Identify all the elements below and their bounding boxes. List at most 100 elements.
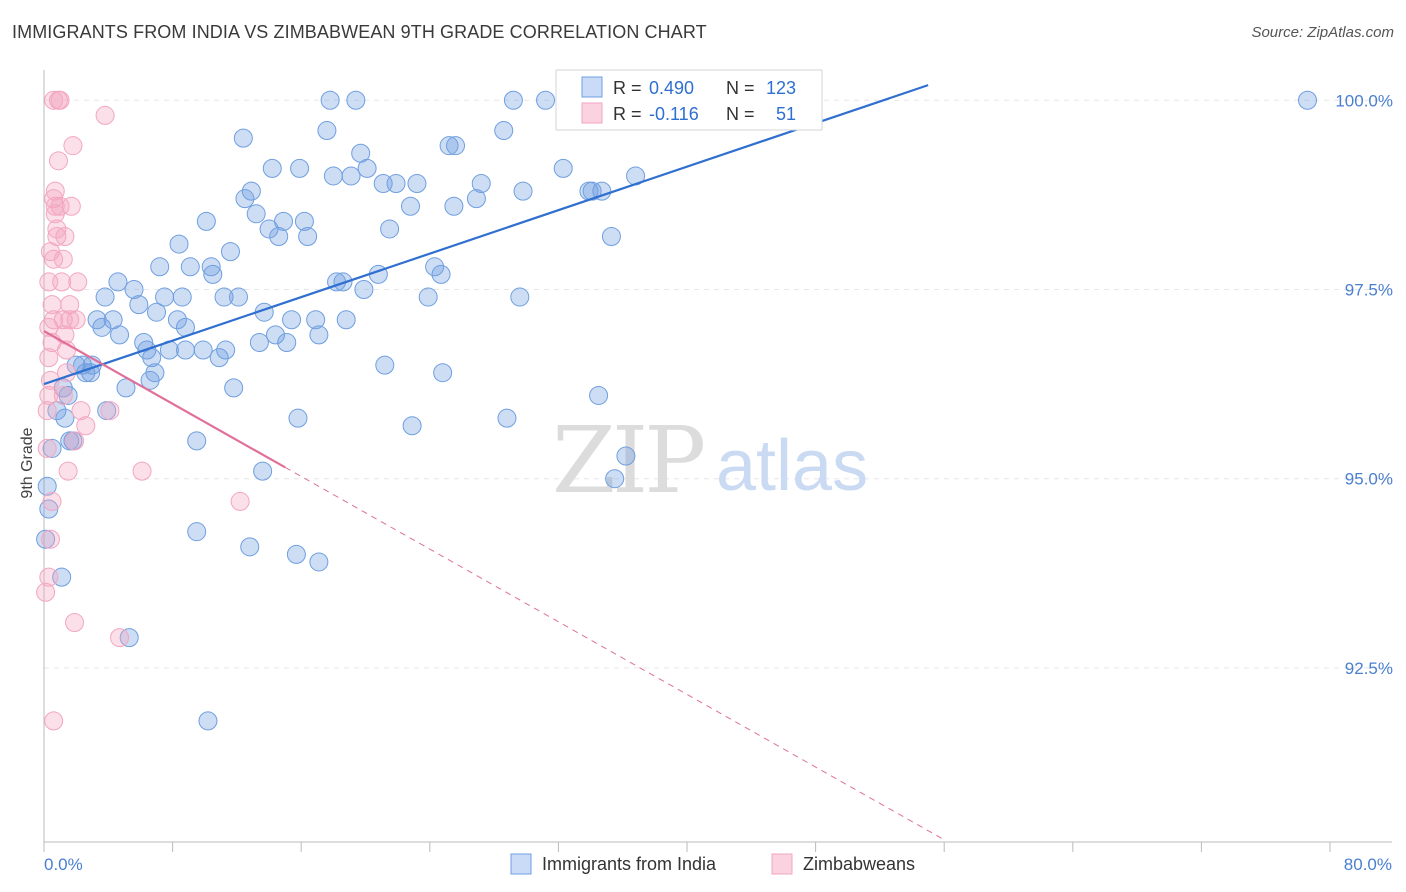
india-point-53 — [262, 158, 282, 178]
zimbabwe-point-26 — [50, 90, 70, 110]
zimbabwe-points — [36, 90, 250, 731]
india-point-66 — [320, 90, 340, 110]
india-point-27 — [150, 257, 170, 277]
zimbabwe-point-34 — [61, 196, 81, 216]
india-point-71 — [341, 166, 361, 186]
stats-legend: R = 0.490 N = 123 R = -0.116 N = 51 — [555, 69, 823, 131]
india-point-92 — [471, 174, 491, 194]
series-legend-swatch-zimbabwe — [771, 853, 793, 875]
legend-n-value-india: 123 — [766, 78, 796, 98]
chart-title: IMMIGRANTS FROM INDIA VS ZIMBABWEAN 9TH … — [12, 22, 707, 42]
india-point-74 — [354, 279, 374, 299]
india-point-44 — [224, 378, 244, 398]
india-point-103 — [592, 181, 612, 201]
watermark-atlas: atlas — [716, 426, 868, 506]
zimbabwe-point-37 — [58, 461, 78, 481]
x-tick-label-left: 0.0% — [44, 855, 83, 874]
zimbabwe-point-2 — [40, 529, 60, 549]
x-tick-label-right: 80.0% — [1344, 855, 1392, 874]
india-point-119 — [140, 370, 160, 390]
zimbabwe-point-24 — [44, 90, 64, 110]
zimbabwe-point-20 — [50, 196, 70, 216]
series-legend-label-zimbabwe: Zimbabweans — [803, 854, 915, 874]
zimbabwe-point-17 — [47, 219, 67, 239]
india-point-105 — [605, 469, 625, 489]
india-point-33 — [175, 340, 195, 360]
zimbabwe-point-21 — [44, 189, 64, 209]
india-point-46 — [233, 128, 253, 148]
india-point-5 — [55, 408, 75, 428]
india-point-31 — [169, 234, 189, 254]
india-point-111 — [240, 537, 260, 557]
india-point-70 — [336, 310, 356, 330]
zimbabwe-point-36 — [55, 227, 75, 247]
zimbabwe-point-5 — [37, 401, 57, 421]
zimbabwe-point-39 — [53, 385, 73, 405]
zimbabwe-point-12 — [42, 295, 62, 315]
legend-n-label-zimbabwe: N = — [726, 104, 755, 124]
legend-n-value-zimbabwe: 51 — [776, 104, 796, 124]
india-point-43 — [220, 242, 240, 262]
india-point-82 — [402, 416, 422, 436]
y-tick-label-1: 97.5% — [1345, 280, 1393, 299]
india-point-61 — [294, 211, 314, 231]
watermark: ZIP atlas — [552, 407, 868, 514]
india-point-41 — [214, 287, 234, 307]
india-point-26 — [147, 302, 167, 322]
india-point-84 — [418, 287, 438, 307]
legend-r-label-zimbabwe: R = — [613, 104, 642, 124]
zimbabwe-point-0 — [36, 582, 56, 602]
india-point-98 — [536, 90, 556, 110]
india-point-102 — [589, 385, 609, 405]
india-point-45 — [229, 287, 249, 307]
series-legend-label-india: Immigrants from India — [542, 854, 717, 874]
india-point-104 — [601, 227, 621, 247]
series-legend: Immigrants from India Zimbabweans — [510, 853, 915, 875]
india-point-91 — [466, 189, 486, 209]
india-point-21 — [129, 295, 149, 315]
india-point-1 — [37, 476, 57, 496]
series-legend-swatch-india — [510, 853, 532, 875]
india-point-20 — [124, 279, 144, 299]
zimbabwe-point-35 — [63, 136, 83, 156]
india-trend-line — [43, 84, 929, 386]
y-tick-labels: 100.0% 97.5% 95.0% 92.5% — [1335, 91, 1393, 678]
india-point-19 — [116, 378, 136, 398]
zimbabwe-point-45 — [100, 401, 120, 421]
zimbabwe-point-41 — [66, 310, 86, 330]
india-point-86 — [431, 264, 451, 284]
india-point-94 — [497, 408, 517, 428]
zimbabwe-point-28 — [52, 272, 72, 292]
zimbabwe-point-44 — [76, 416, 96, 436]
zimbabwe-point-27 — [53, 249, 73, 269]
chart-source: Source: ZipAtlas.com — [1251, 24, 1394, 41]
zimbabwe-point-51 — [110, 628, 130, 648]
india-point-67 — [323, 166, 343, 186]
y-tick-label-3: 92.5% — [1345, 659, 1393, 678]
zimbabwe-point-3 — [42, 491, 62, 511]
india-point-15 — [95, 287, 115, 307]
india-point-83 — [407, 174, 427, 194]
legend-r-label-india: R = — [613, 78, 642, 98]
zimbabwe-point-47 — [65, 613, 85, 633]
india-point-57 — [277, 332, 297, 352]
india-point-64 — [309, 325, 329, 345]
india-point-116 — [253, 461, 273, 481]
india-point-63 — [306, 310, 326, 330]
india-point-59 — [288, 408, 308, 428]
zimbabwe-point-46 — [132, 461, 152, 481]
india-point-38 — [201, 257, 221, 277]
axes — [43, 70, 1392, 843]
india-point-89 — [444, 196, 464, 216]
india-point-30 — [167, 310, 187, 330]
india-point-36 — [193, 340, 213, 360]
zimbabwe-point-22 — [45, 181, 65, 201]
legend-r-value-zimbabwe: -0.116 — [649, 104, 699, 124]
india-point-11 — [81, 363, 101, 383]
india-point-42 — [216, 340, 236, 360]
india-point-117 — [42, 438, 62, 458]
india-point-122 — [60, 431, 80, 451]
zimbabwe-point-48 — [44, 711, 64, 731]
x-ticks — [43, 842, 1331, 852]
